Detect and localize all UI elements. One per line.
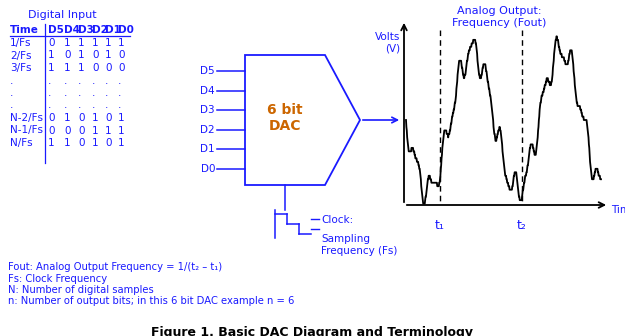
Text: .: . bbox=[78, 76, 81, 85]
Text: .: . bbox=[48, 100, 51, 111]
Text: 1: 1 bbox=[78, 50, 84, 60]
Text: .: . bbox=[92, 88, 96, 98]
Text: Figure 1. Basic DAC Diagram and Terminology: Figure 1. Basic DAC Diagram and Terminol… bbox=[151, 326, 473, 336]
Text: t₂: t₂ bbox=[517, 219, 527, 232]
Text: t₁: t₁ bbox=[435, 219, 445, 232]
Polygon shape bbox=[245, 55, 360, 185]
Text: 1: 1 bbox=[64, 38, 71, 48]
Text: 1: 1 bbox=[118, 138, 124, 148]
Text: N-2/Fs: N-2/Fs bbox=[10, 113, 43, 123]
Text: Analog Output:
Frequency (Fout): Analog Output: Frequency (Fout) bbox=[452, 6, 546, 28]
Text: Fout: Analog Output Frequency = 1/(t₂ – t₁): Fout: Analog Output Frequency = 1/(t₂ – … bbox=[8, 262, 222, 272]
Text: 1: 1 bbox=[92, 113, 99, 123]
Text: .: . bbox=[10, 76, 13, 85]
Text: .: . bbox=[10, 100, 13, 111]
Text: 1: 1 bbox=[105, 38, 112, 48]
Text: 1: 1 bbox=[48, 50, 54, 60]
Text: .: . bbox=[105, 100, 108, 111]
Text: D2: D2 bbox=[201, 125, 215, 135]
Text: D2: D2 bbox=[92, 25, 108, 35]
Text: 0: 0 bbox=[105, 138, 111, 148]
Text: D4: D4 bbox=[201, 86, 215, 96]
Text: 0: 0 bbox=[64, 50, 71, 60]
Text: .: . bbox=[10, 88, 13, 98]
Text: 1: 1 bbox=[105, 126, 112, 135]
Text: 1: 1 bbox=[64, 113, 71, 123]
Text: D1: D1 bbox=[105, 25, 121, 35]
Text: .: . bbox=[64, 76, 68, 85]
Text: .: . bbox=[48, 88, 51, 98]
Text: Volts
(V): Volts (V) bbox=[374, 32, 400, 54]
Text: 1: 1 bbox=[118, 38, 124, 48]
Text: 1: 1 bbox=[118, 126, 124, 135]
Text: 1: 1 bbox=[105, 50, 112, 60]
Text: 6 bit
DAC: 6 bit DAC bbox=[268, 103, 303, 133]
Text: 1: 1 bbox=[78, 38, 84, 48]
Text: Clock:: Clock: bbox=[321, 215, 353, 225]
Text: 0: 0 bbox=[78, 113, 84, 123]
Text: .: . bbox=[118, 76, 121, 85]
Text: 0: 0 bbox=[105, 113, 111, 123]
Text: .: . bbox=[78, 88, 81, 98]
Text: .: . bbox=[105, 76, 108, 85]
Text: 1: 1 bbox=[92, 126, 99, 135]
Text: .: . bbox=[105, 88, 108, 98]
Text: 1: 1 bbox=[118, 113, 124, 123]
Text: D5: D5 bbox=[48, 25, 64, 35]
Text: N-1/Fs: N-1/Fs bbox=[10, 126, 43, 135]
Text: D1: D1 bbox=[201, 144, 215, 155]
Text: 0: 0 bbox=[48, 113, 54, 123]
Text: 1: 1 bbox=[78, 63, 84, 73]
Text: 1: 1 bbox=[92, 38, 99, 48]
Text: 0: 0 bbox=[48, 38, 54, 48]
Text: D4: D4 bbox=[64, 25, 80, 35]
Text: .: . bbox=[92, 76, 96, 85]
Text: D5: D5 bbox=[201, 66, 215, 76]
Text: D3: D3 bbox=[78, 25, 94, 35]
Text: Time (s): Time (s) bbox=[611, 204, 625, 214]
Text: 1: 1 bbox=[64, 63, 71, 73]
Text: D0: D0 bbox=[118, 25, 134, 35]
Text: .: . bbox=[92, 100, 96, 111]
Text: 0: 0 bbox=[118, 50, 124, 60]
Text: n: Number of output bits; in this 6 bit DAC example n = 6: n: Number of output bits; in this 6 bit … bbox=[8, 296, 294, 306]
Text: Digital Input: Digital Input bbox=[28, 10, 96, 20]
Text: 1: 1 bbox=[92, 138, 99, 148]
Text: .: . bbox=[64, 100, 68, 111]
Text: 1/Fs: 1/Fs bbox=[10, 38, 31, 48]
Text: 0: 0 bbox=[48, 126, 54, 135]
Text: 0: 0 bbox=[78, 126, 84, 135]
Text: 3/Fs: 3/Fs bbox=[10, 63, 31, 73]
Text: 1: 1 bbox=[64, 138, 71, 148]
Text: 2/Fs: 2/Fs bbox=[10, 50, 31, 60]
Text: .: . bbox=[118, 88, 121, 98]
Text: 0: 0 bbox=[92, 63, 99, 73]
Text: 1: 1 bbox=[48, 138, 54, 148]
Text: 0: 0 bbox=[118, 63, 124, 73]
Text: 0: 0 bbox=[92, 50, 99, 60]
Text: Sampling
Frequency (Fs): Sampling Frequency (Fs) bbox=[321, 234, 398, 256]
Text: D3: D3 bbox=[201, 105, 215, 115]
Text: N/Fs: N/Fs bbox=[10, 138, 32, 148]
Text: 1: 1 bbox=[48, 63, 54, 73]
Text: 0: 0 bbox=[78, 138, 84, 148]
Text: N: Number of digital samples: N: Number of digital samples bbox=[8, 285, 154, 295]
Text: 0: 0 bbox=[105, 63, 111, 73]
Text: .: . bbox=[64, 88, 68, 98]
Text: Fs: Clock Frequency: Fs: Clock Frequency bbox=[8, 274, 107, 284]
Text: D0: D0 bbox=[201, 164, 215, 174]
Text: Time: Time bbox=[10, 25, 39, 35]
Text: .: . bbox=[78, 100, 81, 111]
Text: .: . bbox=[48, 76, 51, 85]
Text: 0: 0 bbox=[64, 126, 71, 135]
Text: .: . bbox=[118, 100, 121, 111]
